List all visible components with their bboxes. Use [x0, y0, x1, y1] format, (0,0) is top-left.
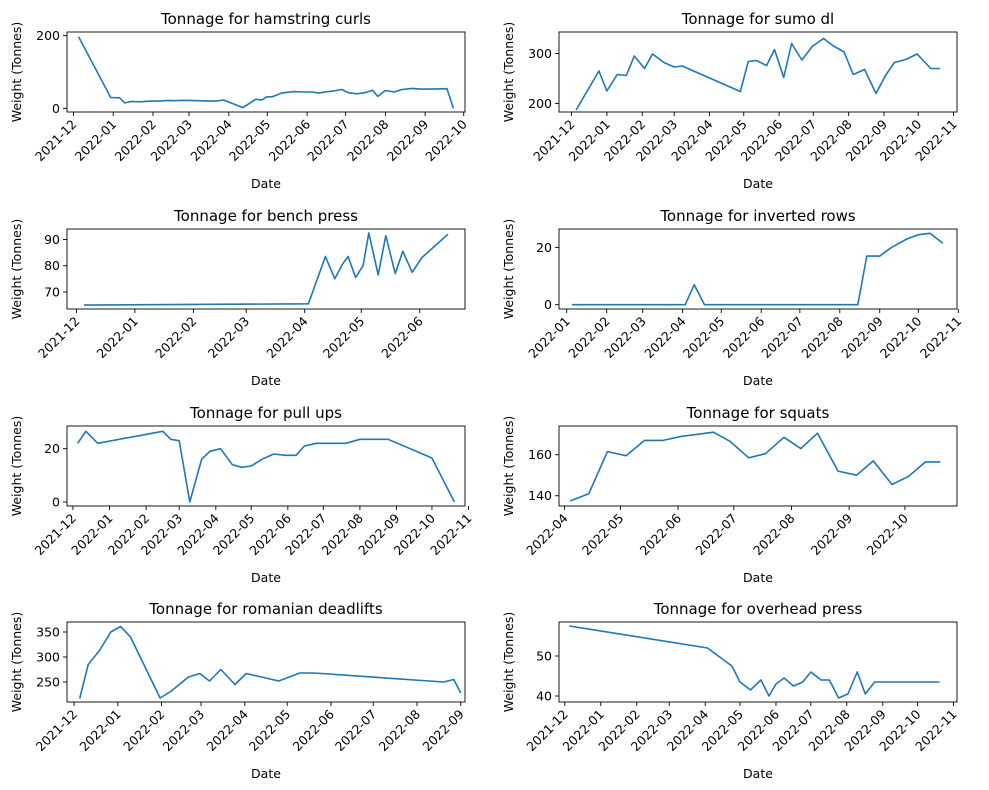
axes-frame — [66, 31, 466, 113]
x-axis-label: Date — [251, 766, 281, 781]
x-axis-label: Date — [743, 176, 773, 191]
series-line — [569, 431, 941, 502]
y-tick-label: 350 — [36, 625, 60, 640]
y-tick-label: 70 — [44, 284, 60, 299]
series-line — [575, 37, 940, 111]
axes-frame — [66, 425, 466, 507]
x-axis-label: Date — [743, 373, 773, 388]
y-axis-label: Weight (Tonnes) — [501, 612, 516, 712]
chart-title: Tonnage for pull ups — [189, 404, 342, 422]
y-tick-label: 0 — [544, 297, 552, 312]
y-tick-label: 250 — [36, 675, 60, 690]
y-tick-label: 20 — [44, 441, 60, 456]
x-axis-label: Date — [251, 176, 281, 191]
y-tick-label: 200 — [528, 96, 552, 111]
y-tick-label: 200 — [36, 28, 60, 43]
y-axis-label: Weight (Tonnes) — [501, 416, 516, 516]
chart-title: Tonnage for bench press — [173, 207, 358, 225]
y-tick-label: 20 — [536, 240, 552, 255]
y-tick-label: 90 — [44, 232, 60, 247]
y-tick-label: 50 — [536, 649, 552, 664]
y-axis-label: Weight (Tonnes) — [9, 612, 24, 712]
axes-frame — [66, 621, 466, 703]
series-line — [77, 36, 455, 109]
y-tick-label: 0 — [52, 101, 60, 116]
chart-title: Tonnage for hamstring curls — [160, 10, 371, 28]
chart-title: Tonnage for romanian deadlifts — [148, 600, 383, 618]
series-line — [571, 232, 944, 306]
axes-frame — [66, 228, 466, 310]
x-axis-label: Date — [251, 373, 281, 388]
y-tick-label: 300 — [528, 46, 552, 61]
series-line — [569, 625, 940, 699]
axes-frame — [558, 621, 958, 703]
axes-frame — [558, 425, 958, 507]
series-line — [83, 232, 449, 306]
y-tick-label: 80 — [44, 258, 60, 273]
y-axis-label: Weight (Tonnes) — [501, 22, 516, 122]
series-line — [76, 430, 456, 503]
axes-frame — [558, 228, 958, 310]
y-axis-label: Weight (Tonnes) — [501, 219, 516, 319]
y-axis-label: Weight (Tonnes) — [9, 219, 24, 319]
y-tick-label: 300 — [36, 650, 60, 665]
series-line — [78, 625, 462, 699]
x-axis-label: Date — [743, 766, 773, 781]
y-tick-label: 160 — [528, 447, 552, 462]
y-tick-label: 40 — [536, 689, 552, 704]
chart-title: Tonnage for overhead press — [653, 600, 863, 618]
y-axis-label: Weight (Tonnes) — [9, 416, 24, 516]
y-tick-label: 140 — [528, 488, 552, 503]
y-axis-label: Weight (Tonnes) — [9, 22, 24, 122]
x-axis-label: Date — [743, 570, 773, 585]
chart-title: Tonnage for squats — [686, 404, 830, 422]
y-tick-label: 0 — [52, 495, 60, 510]
axes-frame — [558, 31, 958, 113]
x-axis-label: Date — [251, 570, 281, 585]
chart-title: Tonnage for sumo dl — [681, 10, 834, 28]
chart-title: Tonnage for inverted rows — [659, 207, 856, 225]
